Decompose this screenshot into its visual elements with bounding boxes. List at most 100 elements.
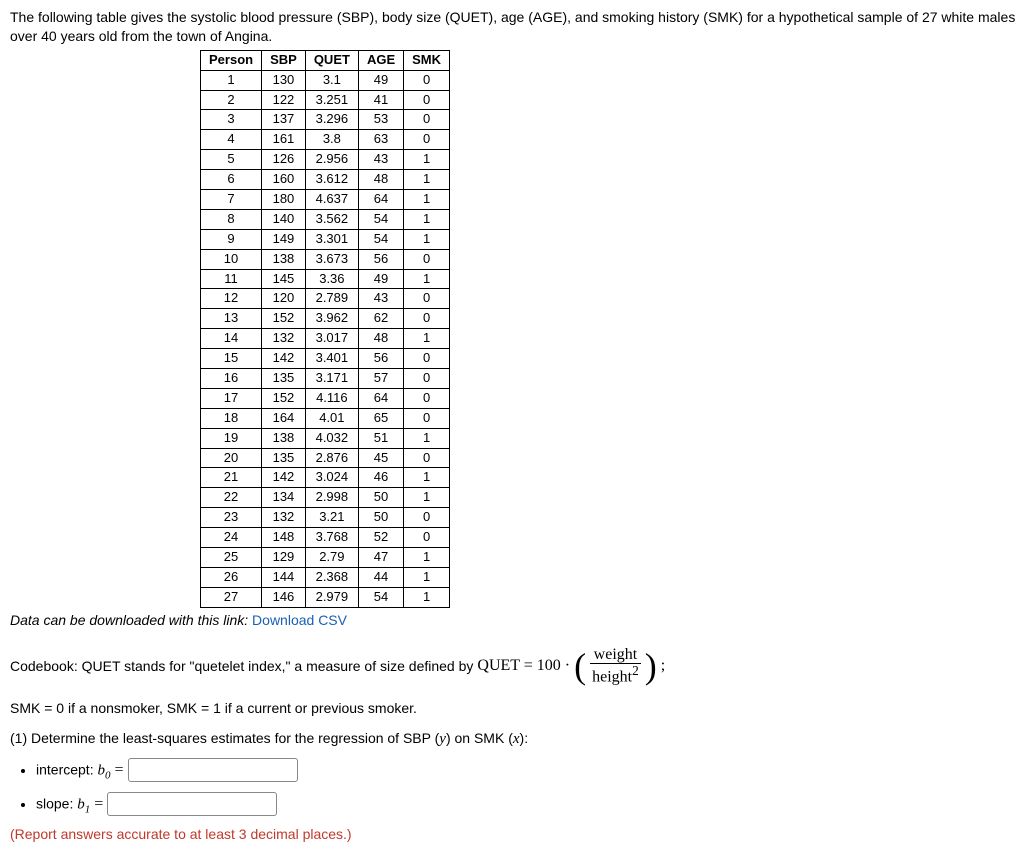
table-cell: 180 — [262, 190, 306, 210]
table-row: 41613.8630 — [201, 130, 450, 150]
table-cell: 20 — [201, 448, 262, 468]
table-cell: 0 — [404, 448, 450, 468]
table-cell: 137 — [262, 110, 306, 130]
table-cell: 48 — [358, 329, 403, 349]
slope-label: slope: — [36, 796, 77, 812]
table-cell: 0 — [404, 90, 450, 110]
table-cell: 41 — [358, 90, 403, 110]
question-text-3: ): — [520, 730, 529, 746]
table-cell: 1 — [404, 428, 450, 448]
intercept-label: intercept: — [36, 762, 97, 778]
table-cell: 14 — [201, 329, 262, 349]
table-cell: 3.296 — [305, 110, 358, 130]
question-1: (1) Determine the least-squares estimate… — [10, 730, 1029, 748]
table-cell: 132 — [262, 329, 306, 349]
table-cell: 3.768 — [305, 528, 358, 548]
table-cell: 1 — [404, 468, 450, 488]
table-cell: 129 — [262, 548, 306, 568]
table-cell: 3.1 — [305, 70, 358, 90]
table-cell: 64 — [358, 388, 403, 408]
table-row: 61603.612481 — [201, 170, 450, 190]
table-cell: 54 — [358, 587, 403, 607]
table-cell: 49 — [358, 70, 403, 90]
table-cell: 144 — [262, 567, 306, 587]
table-cell: 22 — [201, 488, 262, 508]
codebook-line: Codebook: QUET stands for "quetelet inde… — [10, 646, 1029, 687]
table-cell: 0 — [404, 130, 450, 150]
intercept-input[interactable] — [128, 758, 298, 782]
table-row: 221342.998501 — [201, 488, 450, 508]
table-row: 251292.79471 — [201, 548, 450, 568]
table-cell: 54 — [358, 229, 403, 249]
table-cell: 130 — [262, 70, 306, 90]
table-cell: 160 — [262, 170, 306, 190]
slope-input[interactable] — [107, 792, 277, 816]
table-cell: 1 — [404, 209, 450, 229]
table-cell: 161 — [262, 130, 306, 150]
table-row: 81403.562541 — [201, 209, 450, 229]
table-cell: 3.024 — [305, 468, 358, 488]
codebook-eq-left: QUET = 100 · — [477, 657, 570, 675]
left-paren-icon: ( — [574, 648, 586, 684]
table-cell: 56 — [358, 249, 403, 269]
table-cell: 135 — [262, 369, 306, 389]
table-cell: 4.032 — [305, 428, 358, 448]
table-cell: 1 — [404, 567, 450, 587]
table-row: 101383.673560 — [201, 249, 450, 269]
table-cell: 44 — [358, 567, 403, 587]
table-cell: 3.171 — [305, 369, 358, 389]
download-line: Data can be downloaded with this link: D… — [10, 612, 1029, 628]
table-cell: 132 — [262, 508, 306, 528]
table-cell: 47 — [358, 548, 403, 568]
table-cell: 11 — [201, 269, 262, 289]
table-cell: 0 — [404, 309, 450, 329]
table-cell: 0 — [404, 528, 450, 548]
table-cell: 27 — [201, 587, 262, 607]
frac-den-exp: 2 — [632, 663, 639, 678]
table-cell: 5 — [201, 150, 262, 170]
table-cell: 3.251 — [305, 90, 358, 110]
var-y: y — [439, 731, 446, 747]
table-cell: 120 — [262, 289, 306, 309]
table-row: 151423.401560 — [201, 349, 450, 369]
slope-item: slope: b1 = — [36, 792, 1029, 816]
table-cell: 0 — [404, 70, 450, 90]
table-cell: 134 — [262, 488, 306, 508]
answer-inputs: intercept: b0 = slope: b1 = — [36, 758, 1029, 816]
question-text-2: ) on SMK ( — [446, 730, 513, 746]
table-cell: 145 — [262, 269, 306, 289]
table-row: 161353.171570 — [201, 369, 450, 389]
table-cell: 57 — [358, 369, 403, 389]
table-cell: 140 — [262, 209, 306, 229]
table-cell: 3.8 — [305, 130, 358, 150]
table-cell: 53 — [358, 110, 403, 130]
table-row: 211423.024461 — [201, 468, 450, 488]
table-row: 171524.116640 — [201, 388, 450, 408]
table-cell: 3.401 — [305, 349, 358, 369]
table-cell: 3.36 — [305, 269, 358, 289]
download-csv-link[interactable]: Download CSV — [252, 612, 347, 628]
table-row: 271462.979541 — [201, 587, 450, 607]
table-cell: 149 — [262, 229, 306, 249]
table-cell: 48 — [358, 170, 403, 190]
table-row: 11303.1490 — [201, 70, 450, 90]
table-cell: 0 — [404, 289, 450, 309]
table-cell: 7 — [201, 190, 262, 210]
b0-symbol: b — [97, 763, 105, 779]
table-cell: 17 — [201, 388, 262, 408]
table-cell: 2.789 — [305, 289, 358, 309]
table-cell: 3.21 — [305, 508, 358, 528]
table-cell: 126 — [262, 150, 306, 170]
table-cell: 1 — [404, 190, 450, 210]
right-paren-icon: ) — [645, 648, 657, 684]
table-cell: 0 — [404, 110, 450, 130]
table-row: 91493.301541 — [201, 229, 450, 249]
table-cell: 0 — [404, 508, 450, 528]
frac-num: weight — [590, 646, 642, 665]
table-row: 241483.768520 — [201, 528, 450, 548]
table-cell: 3.562 — [305, 209, 358, 229]
table-cell: 13 — [201, 309, 262, 329]
table-cell: 65 — [358, 408, 403, 428]
table-cell: 142 — [262, 468, 306, 488]
table-row: 71804.637641 — [201, 190, 450, 210]
